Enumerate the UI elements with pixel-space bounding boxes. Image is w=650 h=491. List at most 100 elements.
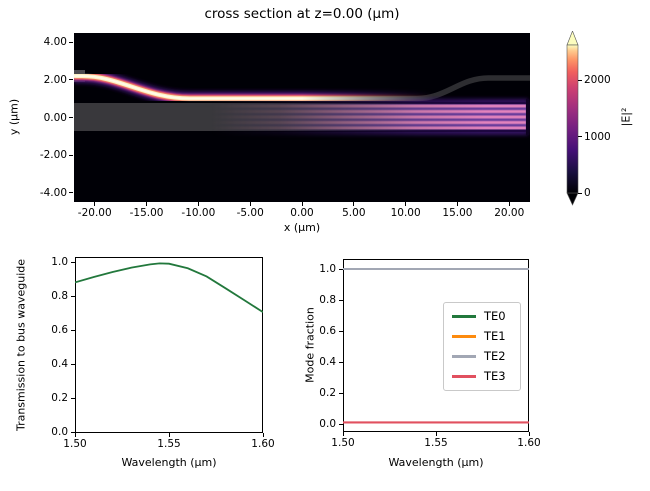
- axes-spine-box: [75, 257, 263, 433]
- heatmap-y-tick: -2.00: [39, 149, 67, 162]
- heatmap-x-tick: -5.00: [236, 207, 264, 219]
- tick-mark: [342, 432, 344, 436]
- colorbar-label: |E|²: [619, 107, 633, 127]
- transmission-y-tick: 0.0: [51, 426, 68, 438]
- heatmap-x-tick: 20.00: [494, 207, 525, 219]
- mode-fraction-y-tick: 1.0: [319, 263, 336, 275]
- tick-mark: [339, 361, 343, 363]
- transmission-y-tick: 0.8: [51, 290, 68, 302]
- legend-line-swatch: [452, 355, 476, 358]
- tick-mark: [71, 431, 75, 433]
- heatmap-x-tick: 5.00: [342, 207, 366, 219]
- mode-fraction-plot: TE0 TE1 TE2 TE3: [343, 259, 529, 432]
- mode-fraction-x-tick: 1.55: [424, 437, 448, 449]
- mode-fraction-y-tick: 0.8: [319, 294, 336, 306]
- tick-mark: [71, 363, 75, 365]
- tick-mark: [339, 330, 343, 332]
- mode-fraction-y-tick: 0.6: [319, 325, 336, 337]
- heatmap-x-tick: -15.00: [129, 207, 164, 219]
- legend-entry-te2: TE2: [452, 350, 512, 363]
- tick-mark: [339, 268, 343, 270]
- mode-fraction-x-tick: 1.60: [517, 437, 541, 449]
- transmission-x-tick: 1.60: [251, 438, 275, 450]
- transmission-y-tick: 1.0: [51, 256, 68, 268]
- colorbar: [566, 31, 579, 206]
- transmission-y-tick: 0.4: [51, 358, 68, 370]
- transmission-x-tick: 1.55: [157, 438, 181, 450]
- tick-mark: [168, 433, 170, 437]
- tick-mark: [262, 433, 264, 437]
- legend-label: TE2: [484, 349, 506, 363]
- tick-mark: [435, 432, 437, 436]
- mode-fraction-y-tick: 0.4: [319, 356, 336, 368]
- tick-mark: [578, 192, 582, 194]
- transmission-x-tick: 1.50: [63, 438, 87, 450]
- mode-fraction-x-tick: 1.50: [331, 437, 355, 449]
- mode-fraction-y-tick: 0.0: [319, 418, 336, 430]
- legend-label: TE1: [484, 329, 506, 343]
- field-heatmap-image: [74, 33, 530, 202]
- colorbar-tick: 2000: [584, 74, 611, 87]
- colorbar-extend-max-arrow: [566, 31, 579, 46]
- tick-mark: [339, 423, 343, 425]
- tick-mark: [69, 117, 73, 118]
- colorbar-tick: 0: [584, 187, 591, 199]
- tick-mark: [69, 154, 73, 156]
- heatmap-xlabel: x (μm): [283, 221, 321, 234]
- tick-mark: [71, 397, 75, 399]
- tick-mark: [339, 299, 343, 301]
- tick-mark: [528, 432, 530, 436]
- heatmap-ylabel: y (μm): [7, 98, 21, 136]
- transmission-y-tick: 0.6: [51, 324, 68, 336]
- tick-mark: [456, 202, 458, 206]
- heatmap-y-tick: -4.00: [39, 186, 67, 199]
- heatmap-x-tick: 10.00: [390, 207, 421, 219]
- legend-line-swatch: [452, 375, 476, 378]
- colorbar-extend-min-arrow: [566, 192, 579, 206]
- field-cross-section-plot: [74, 33, 530, 202]
- tick-mark: [74, 433, 76, 437]
- transmission-plot: [74, 257, 264, 433]
- tick-mark: [71, 329, 75, 331]
- legend-entry-te3: TE3: [452, 370, 512, 383]
- tick-mark: [71, 261, 75, 263]
- legend-line-swatch: [452, 315, 476, 318]
- heatmap-x-tick: -10.00: [181, 207, 216, 219]
- legend: TE0 TE1 TE2 TE3: [443, 302, 521, 391]
- tick-mark: [249, 202, 251, 206]
- heatmap-y-tick: 2.00: [43, 73, 67, 86]
- heatmap-x-tick: 15.00: [442, 207, 473, 219]
- tick-mark: [405, 202, 407, 206]
- transmission-y-tick: 0.2: [51, 392, 68, 404]
- heatmap-x-tick: 0.00: [290, 207, 314, 219]
- transmission-curve: [74, 262, 264, 313]
- tick-mark: [353, 202, 355, 206]
- heatmap-x-tick: -20.00: [77, 207, 112, 219]
- mode-fraction-ylabel: Mode fraction: [303, 307, 317, 383]
- transmission-xlabel: Wavelength (μm): [121, 456, 217, 469]
- tick-mark: [146, 202, 148, 206]
- tick-mark: [197, 202, 199, 206]
- tick-mark: [301, 202, 303, 206]
- mode-fraction-xlabel: Wavelength (μm): [388, 456, 484, 469]
- tick-mark: [94, 202, 96, 206]
- transmission-ylabel: Transmission to bus waveguide: [14, 258, 28, 432]
- legend-line-swatch: [452, 335, 476, 338]
- tick-mark: [339, 392, 343, 394]
- tick-mark: [578, 79, 582, 81]
- legend-entry-te0: TE0: [452, 310, 512, 323]
- tick-mark: [71, 295, 75, 297]
- input-waveguide-bright-field: [74, 69, 530, 106]
- legend-entry-te1: TE1: [452, 330, 512, 343]
- transmission-axes: [74, 257, 264, 433]
- colorbar-gradient-bar: [566, 44, 579, 194]
- heatmap-y-tick: 0.00: [43, 111, 67, 124]
- legend-label: TE3: [484, 369, 506, 383]
- mode-fraction-y-tick: 0.2: [319, 387, 336, 399]
- legend-label: TE0: [484, 309, 506, 323]
- tick-mark: [69, 79, 73, 81]
- colorbar-tick: 1000: [584, 130, 611, 143]
- tick-mark: [508, 202, 510, 206]
- tick-mark: [578, 136, 582, 137]
